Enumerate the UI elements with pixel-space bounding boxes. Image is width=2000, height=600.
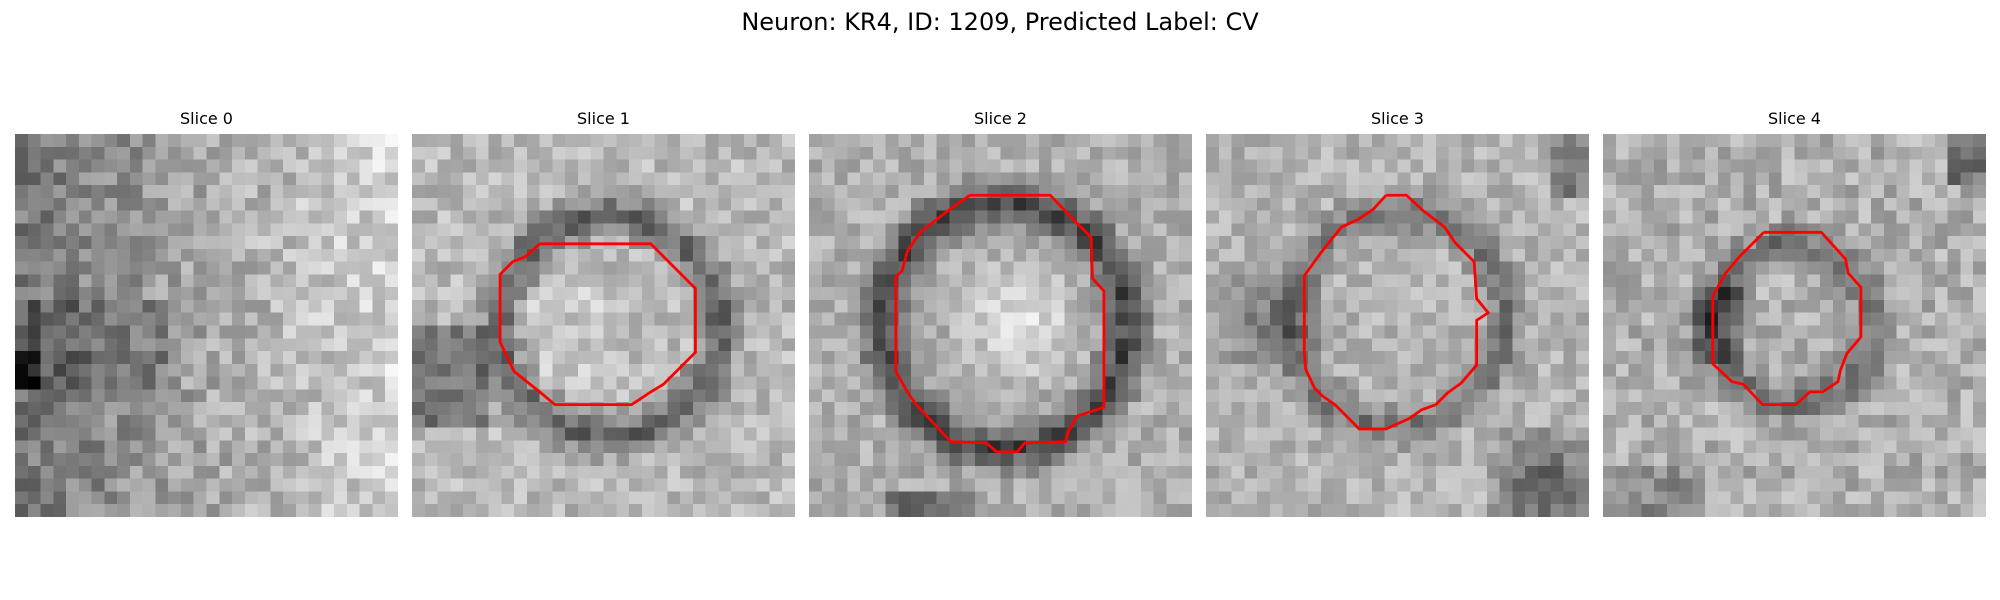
- slice-title: Slice 4: [1768, 109, 1821, 128]
- slice-title: Slice 3: [1371, 109, 1424, 128]
- slice-title: Slice 1: [577, 109, 630, 128]
- slice-title: Slice 2: [974, 109, 1027, 128]
- slice-image-0: [15, 134, 398, 517]
- slice-panel-1: Slice 1: [412, 0, 795, 600]
- slice-image-4: [1603, 134, 1986, 517]
- slice-image-2: [809, 134, 1192, 517]
- slice-image-1: [412, 134, 795, 517]
- segmentation-contour: [894, 193, 1106, 454]
- slice-panel-2: Slice 2: [809, 0, 1192, 600]
- slice-panel-0: Slice 0: [15, 0, 398, 600]
- slice-image-3: [1206, 134, 1589, 517]
- slice-panel-3: Slice 3: [1206, 0, 1589, 600]
- segmentation-contour: [1711, 230, 1863, 407]
- segmentation-contour: [498, 242, 697, 407]
- segmentation-contour: [1302, 193, 1491, 431]
- slice-title: Slice 0: [180, 109, 233, 128]
- figure-title: Neuron: KR4, ID: 1209, Predicted Label: …: [741, 8, 1259, 36]
- slice-panel-4: Slice 4: [1603, 0, 1986, 600]
